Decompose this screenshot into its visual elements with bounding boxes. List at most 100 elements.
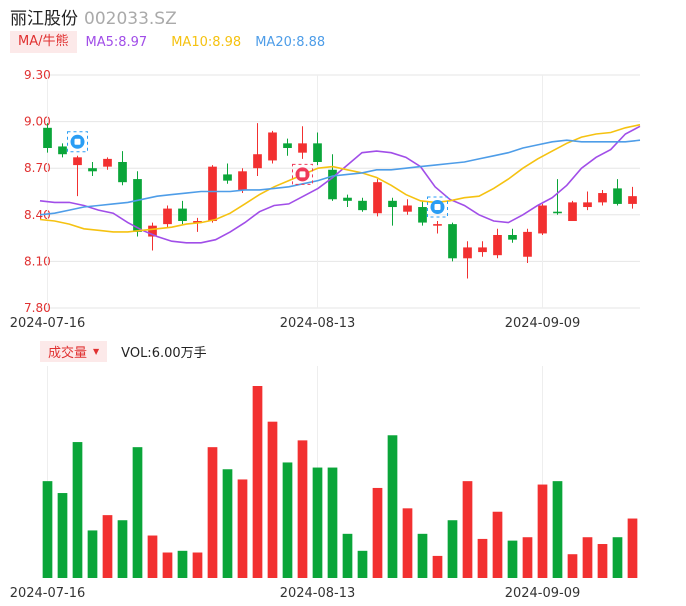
candle-body [298,143,307,153]
volume-bar [102,515,113,578]
candle-body [373,182,382,214]
y-tick-label: 8.10 [24,254,51,268]
volume-bar [147,535,158,578]
volume-bar [522,537,533,578]
volume-bar [432,555,443,578]
ma-legend: MA/牛熊 MA5:8.97 MA10:8.98 MA20:8.88 [10,31,325,53]
volume-bar [537,484,548,578]
volume-bar [447,520,458,578]
candle-body [418,207,427,223]
candle-body [538,205,547,234]
volume-bar [72,442,83,578]
candle-body [403,205,412,212]
y-tick-label: 8.70 [24,161,51,175]
volume-bar [567,554,578,578]
volume-bar [267,421,278,578]
price-x-tick-label: 2024-09-09 [505,316,581,331]
volume-bar [207,447,218,578]
candle-body [508,234,517,240]
volume-bar [222,469,233,578]
candle-body [463,247,472,259]
bear-signal-icon-frame [67,131,88,153]
candle-body [238,171,247,190]
volume-bar [57,493,68,578]
candle-body [523,231,532,257]
candle-body [103,158,112,167]
ma-indicator-selector[interactable]: MA/牛熊 [10,31,77,53]
ma20-line [39,139,641,216]
candle-body [343,197,352,201]
ma10-label: MA10:8.98 [171,34,242,50]
candle-body [118,161,127,183]
bull-signal-icon-frame [292,163,313,185]
candle-body [628,196,637,204]
volume-bar [372,487,383,578]
candle-body [553,211,562,214]
volume-bar [552,481,563,578]
dropdown-triangle-icon: ▼ [93,346,100,356]
stock-name: 丽江股份 [10,9,78,29]
volume-bar [162,552,173,578]
volume-bar [582,537,593,578]
volume-bar [87,530,98,578]
candle-body [328,169,337,200]
candle-body [208,166,217,222]
volume-bar [177,550,188,578]
y-tick-label: 7.80 [24,301,51,315]
volume-bar [42,481,53,578]
volume-x-tick-label: 2024-07-16 [10,586,86,601]
ma5-label: MA5:8.97 [85,34,148,50]
candle-body [43,127,52,149]
stock-code: 002033.SZ [84,9,177,29]
bear-signal-icon-glyph [74,138,81,145]
ma5-line [39,125,641,244]
stock-title: 丽江股份 002033.SZ [10,4,177,29]
volume-bar [342,533,353,578]
bear-signal-icon-frame [427,196,448,218]
candle-body [223,174,232,181]
y-tick-label: 9.30 [24,68,51,82]
ma10-line [39,123,641,233]
volume-badge-label: 成交量 [48,345,88,361]
volume-bar [327,467,338,578]
price-x-tick-label: 2024-07-16 [10,316,86,331]
ma20-label: MA20:8.88 [255,34,326,50]
candle-body [283,143,292,149]
volume-value: VOL:6.00万手 [121,345,207,361]
candle-body [268,132,277,161]
volume-bar [132,447,143,578]
volume-bar [477,538,488,578]
candle-body [58,146,67,155]
volume-bar [237,479,248,578]
volume-bar [507,540,518,578]
volume-x-tick-label: 2024-08-13 [280,586,356,601]
candle-body [148,225,157,237]
price-x-tick-label: 2024-08-13 [280,316,356,331]
volume-bar [312,467,323,578]
volume-bar [417,533,428,578]
candle-body [493,234,502,256]
candle-body [583,202,592,208]
volume-bar [492,511,503,578]
candle-body [163,208,172,225]
candle-body [613,188,622,204]
volume-bar [597,544,608,578]
volume-indicator-selector[interactable]: 成交量 ▼ [40,340,108,362]
volume-bar [387,435,398,578]
y-tick-label: 9.00 [24,115,51,129]
candle-body [253,154,262,169]
bull-signal-icon-glyph [299,171,306,178]
volume-x-tick-label: 2024-09-09 [505,586,581,601]
candle-body [358,200,367,211]
candle-body [178,208,187,222]
volume-bar [282,462,293,578]
candle-body [313,143,322,162]
volume-bar [297,440,308,578]
candle-body [433,224,442,226]
volume-bar [462,481,473,578]
candle-body [478,247,487,253]
volume-bar [612,537,623,578]
candle-body [193,221,202,223]
candle-body [598,193,607,203]
